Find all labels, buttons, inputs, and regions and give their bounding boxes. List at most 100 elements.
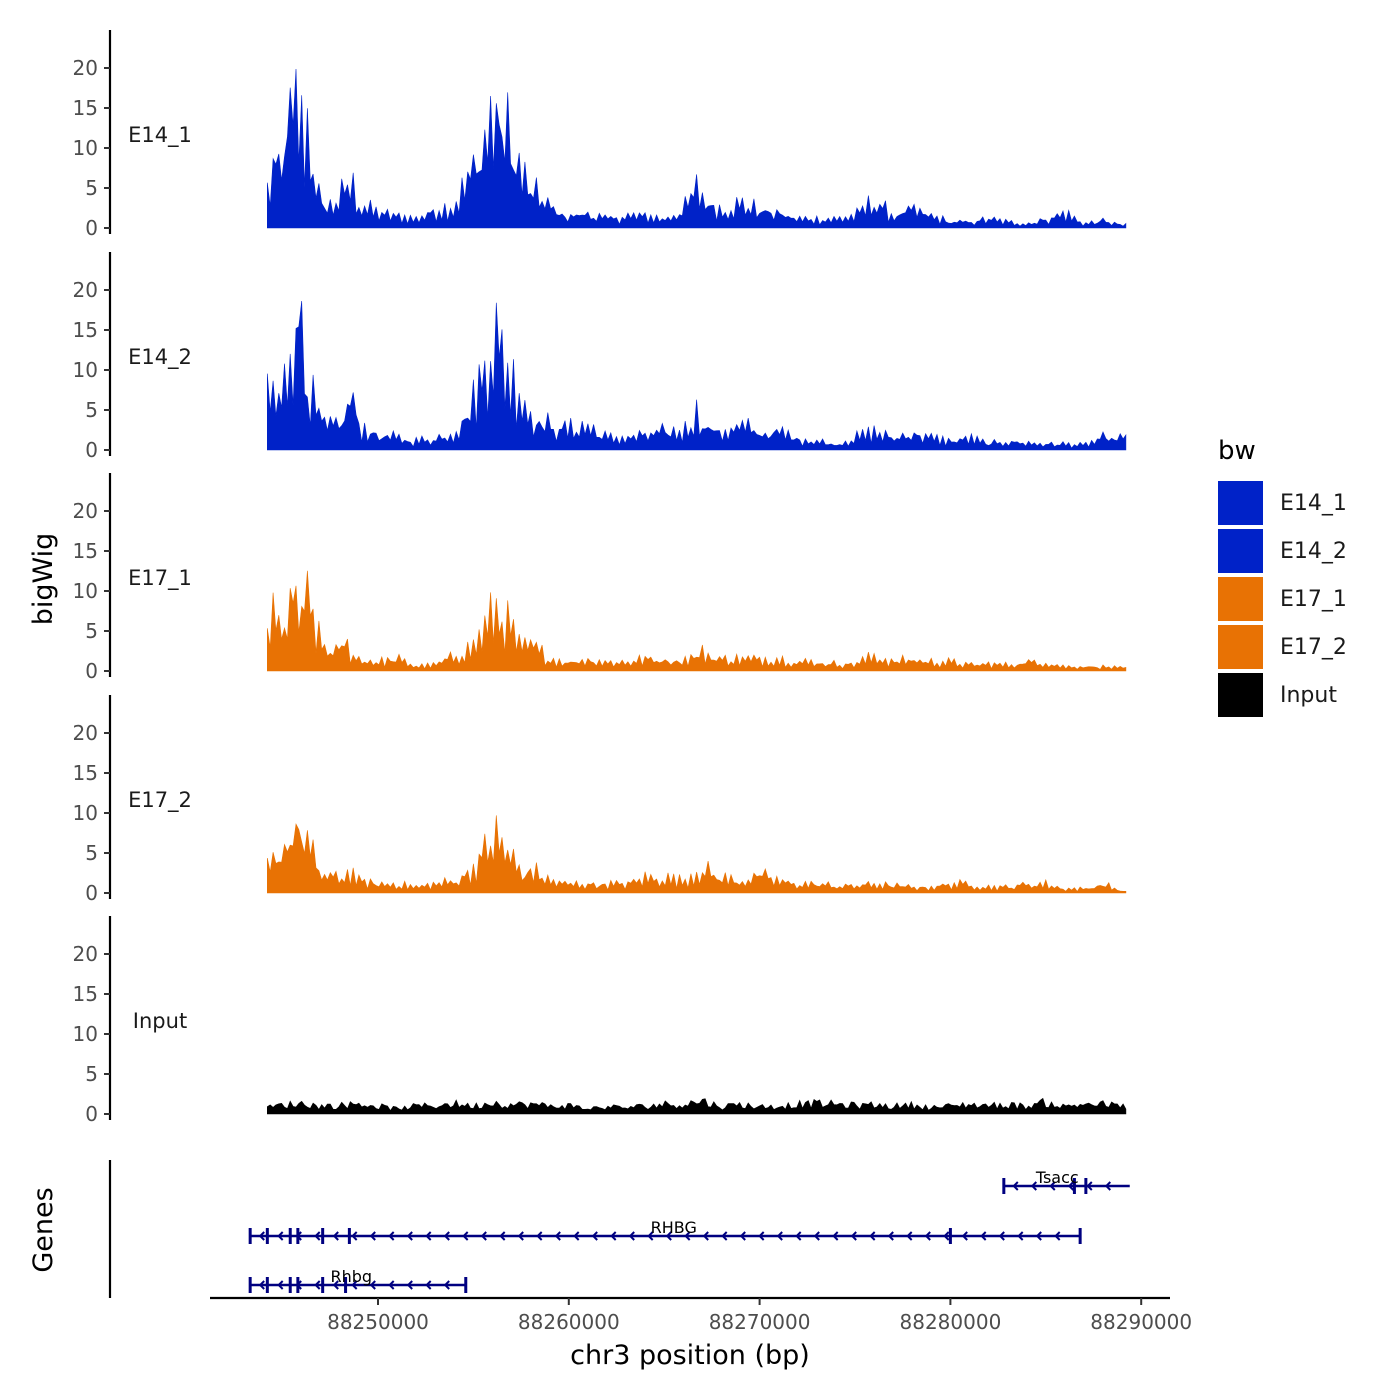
strand-arrow — [980, 1231, 987, 1241]
strand-arrow — [665, 1231, 672, 1241]
strand-arrow — [924, 1231, 931, 1241]
x-tick-label: 88250000 — [327, 1310, 429, 1334]
legend: bw E14_1 E14_2 E17_1 E17_2 Input — [1218, 436, 1347, 717]
strand-arrow — [832, 1231, 839, 1241]
strand-arrow — [388, 1280, 395, 1290]
strand-arrow — [351, 1231, 358, 1241]
strand-arrow — [1049, 1181, 1056, 1191]
track-label: E14_2 — [128, 345, 192, 370]
track-e17-2: 0 5 10 15 20 E17_2 — [73, 695, 1127, 905]
strand-arrow — [591, 1231, 598, 1241]
strand-arrow — [1086, 1181, 1093, 1191]
y-tick-label: 5 — [85, 841, 98, 865]
strand-arrow — [684, 1231, 691, 1241]
legend-swatch — [1218, 625, 1263, 669]
y-tick-label: 20 — [73, 278, 98, 302]
strand-arrow — [1104, 1181, 1112, 1191]
strand-arrow — [258, 1280, 265, 1290]
strand-arrow — [425, 1280, 432, 1290]
strand-arrow — [314, 1231, 321, 1241]
track-label: Input — [133, 1009, 187, 1033]
gene-rhbg: Rhbg — [248, 1267, 468, 1293]
coverage-area — [267, 570, 1127, 672]
y-tick-label: 0 — [85, 438, 98, 462]
y-tick-label: 20 — [73, 499, 98, 523]
strand-arrow — [351, 1280, 358, 1290]
strand-arrow — [406, 1231, 413, 1241]
strand-arrow — [1012, 1181, 1019, 1191]
y-tick-label: 15 — [73, 982, 98, 1006]
track-label: E17_2 — [128, 788, 192, 813]
strand-arrow — [573, 1231, 580, 1241]
y-tick-label: 20 — [73, 721, 98, 745]
y-tick-label: 5 — [85, 176, 98, 200]
legend-label: Input — [1280, 683, 1337, 708]
strand-arrow — [961, 1231, 968, 1241]
y-tick-label: 10 — [73, 801, 98, 825]
strand-arrow — [869, 1231, 876, 1241]
strand-arrow — [425, 1231, 432, 1241]
track-input: 0 5 10 15 20 Input — [73, 916, 1127, 1126]
strand-arrow — [443, 1280, 450, 1290]
strand-arrow — [314, 1280, 321, 1290]
y-tick-label: 15 — [73, 761, 98, 785]
y-tick-label: 20 — [73, 56, 98, 80]
strand-arrow — [1067, 1181, 1075, 1191]
legend-swatch — [1218, 529, 1263, 573]
y-tick-label: 0 — [85, 1102, 98, 1126]
strand-arrow — [702, 1231, 709, 1241]
y-tick-label: 10 — [73, 358, 98, 382]
strand-arrow — [277, 1280, 284, 1290]
legend-label: E14_2 — [1280, 539, 1347, 564]
y-tick-label: 5 — [85, 398, 98, 422]
track-e17-1: 0 5 10 15 20 E17_1 — [73, 473, 1127, 683]
legend-label: E17_1 — [1280, 587, 1347, 612]
x-tick-label: 88290000 — [1090, 1310, 1192, 1334]
coverage-area — [267, 68, 1127, 229]
strand-arrow — [998, 1231, 1005, 1241]
strand-arrow — [1030, 1181, 1038, 1191]
strand-arrow — [1017, 1231, 1024, 1241]
strand-arrow — [1035, 1231, 1042, 1241]
strand-arrow — [517, 1231, 524, 1241]
y-tick-label: 20 — [73, 942, 98, 966]
strand-arrow — [906, 1231, 913, 1241]
gene-track: Tsacc RHBG Rhbg — [108, 1160, 1130, 1298]
y-tick-label: 5 — [85, 1062, 98, 1086]
strand-arrow — [443, 1231, 450, 1241]
gene-label: Tsacc — [1035, 1168, 1079, 1187]
strand-arrow — [499, 1231, 506, 1241]
gene-label: RHBG — [651, 1218, 697, 1237]
strand-arrow — [332, 1231, 339, 1241]
y-tick-label: 15 — [73, 318, 98, 342]
track-e14-2: 0 5 10 15 20 E14_2 — [73, 252, 1127, 462]
strand-arrow — [388, 1231, 395, 1241]
strand-arrow — [462, 1231, 469, 1241]
strand-arrow — [776, 1231, 783, 1241]
legend-label: E14_1 — [1280, 491, 1347, 516]
gene-tsacc: Tsacc — [1002, 1168, 1130, 1194]
strand-arrow — [258, 1231, 265, 1241]
y-axis-title: bigWig — [28, 533, 59, 626]
legend-swatch — [1218, 673, 1263, 717]
strand-arrow — [406, 1280, 413, 1290]
legend-swatch — [1218, 577, 1263, 621]
track-label: E17_1 — [128, 566, 192, 591]
genes-axis-title: Genes — [28, 1187, 59, 1272]
y-tick-label: 5 — [85, 619, 98, 643]
track-label: E14_1 — [128, 123, 192, 148]
y-tick-label: 10 — [73, 136, 98, 160]
strand-arrow — [277, 1231, 284, 1241]
gene-rhbg: RHBG — [248, 1218, 1082, 1244]
y-tick-label: 15 — [73, 96, 98, 120]
gene-label: Rhbg — [330, 1267, 372, 1286]
strand-arrow — [369, 1231, 376, 1241]
coverage-area — [267, 300, 1127, 451]
x-tick-label: 88270000 — [709, 1310, 811, 1334]
strand-arrow — [739, 1231, 746, 1241]
strand-arrow — [813, 1231, 820, 1241]
x-axis: 88250000 88260000 88270000 88280000 88290000 — [210, 1296, 1192, 1334]
y-tick-label: 10 — [73, 579, 98, 603]
